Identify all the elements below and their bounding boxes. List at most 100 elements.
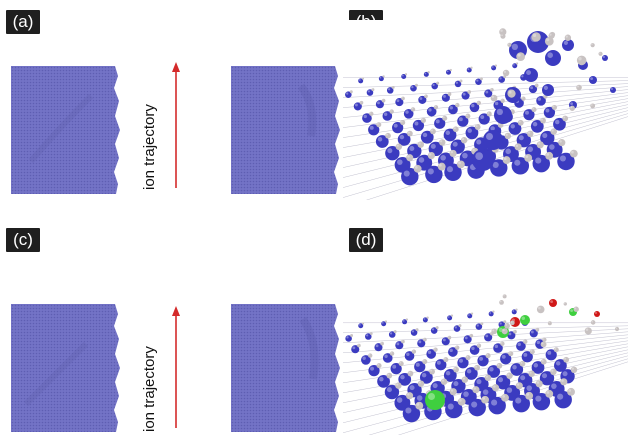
- hydrogen-atom: [361, 77, 365, 80]
- atom-highlight: [362, 322, 363, 324]
- atom-highlight: [379, 76, 382, 79]
- atom-highlight: [537, 97, 542, 101]
- hydrogen-atom: [503, 320, 507, 324]
- carbon-atom: [553, 117, 566, 131]
- hydrogen-atom: [590, 43, 595, 48]
- atom-highlight: [411, 85, 414, 89]
- carbon-atom: [539, 371, 555, 386]
- atom-highlight: [490, 88, 492, 90]
- atom-highlight: [471, 312, 473, 314]
- hydrogen-atom: [504, 132, 512, 140]
- atom-highlight: [405, 110, 409, 114]
- atom-highlight: [489, 367, 494, 372]
- atom-highlight: [491, 66, 494, 68]
- atom-highlight: [358, 79, 361, 81]
- atom-highlight: [476, 324, 479, 327]
- atom-highlight: [421, 372, 427, 378]
- carbon-atom: [488, 311, 494, 317]
- hydrogen-atom: [357, 343, 361, 348]
- carbon-atom: [382, 111, 393, 121]
- hydrogen-atom: [534, 83, 539, 88]
- atom-highlight: [452, 141, 458, 147]
- carbon-atom: [392, 122, 404, 134]
- atom-highlight: [545, 108, 550, 113]
- atom-highlight: [501, 99, 503, 101]
- panel-label-a: (a): [6, 10, 40, 34]
- atom-highlight: [563, 40, 568, 45]
- atom-highlight: [602, 55, 605, 58]
- hydrogen-atom: [551, 104, 557, 110]
- atom-highlight: [375, 344, 379, 348]
- atom-highlight: [432, 383, 438, 389]
- carbon-atom: [362, 113, 372, 123]
- atom-highlight: [536, 340, 541, 345]
- hydrogen-atom: [407, 370, 414, 377]
- atom-highlight: [448, 92, 450, 95]
- hydrogen-atom: [426, 316, 429, 319]
- atom-highlight: [369, 112, 372, 114]
- atom-highlight: [443, 94, 446, 98]
- atom-highlight: [458, 117, 463, 122]
- hydrogen-atom: [400, 120, 406, 126]
- carbon-atom: [467, 313, 473, 319]
- atom-highlight: [543, 85, 548, 90]
- carbon-atom: [529, 329, 538, 338]
- hydrogen-atom: [501, 328, 508, 335]
- atom-highlight: [428, 393, 435, 400]
- hydrogen-atom: [427, 70, 430, 74]
- carbon-atom: [448, 347, 458, 357]
- atom-highlight: [427, 71, 429, 73]
- atom-highlight: [476, 79, 479, 82]
- carbon-atom: [410, 329, 418, 336]
- atom-highlight: [409, 385, 415, 391]
- atom-highlight: [421, 118, 424, 121]
- hydrogen-atom: [545, 151, 554, 160]
- atom-highlight: [462, 377, 465, 380]
- carbon-atom: [358, 323, 364, 329]
- atom-highlight: [459, 358, 463, 363]
- hydrogen-atom: [570, 366, 578, 374]
- hydrogen-atom: [376, 363, 382, 369]
- atom-highlight: [533, 363, 539, 368]
- atom-highlight: [458, 398, 462, 402]
- panel-label-d: (d): [349, 228, 383, 252]
- atom-highlight: [548, 321, 550, 324]
- atom-highlight: [541, 342, 544, 345]
- atom-highlight: [412, 350, 414, 352]
- atom-highlight: [406, 318, 407, 320]
- atom-highlight: [431, 328, 435, 331]
- atom-highlight: [516, 62, 518, 64]
- hydrogen-atom: [508, 351, 514, 357]
- atom-highlight: [571, 150, 574, 154]
- atom-highlight: [551, 369, 554, 372]
- atom-highlight: [541, 359, 544, 362]
- atom-highlight: [427, 350, 432, 354]
- atom-highlight: [526, 70, 531, 75]
- atom-highlight: [377, 137, 383, 142]
- hydrogen-atom: [395, 143, 403, 150]
- atom-highlight: [389, 332, 393, 335]
- atom-highlight: [467, 128, 472, 133]
- atom-highlight: [423, 318, 426, 320]
- hydrogen-atom: [442, 115, 448, 121]
- atom-highlight: [455, 81, 459, 84]
- atom-highlight: [542, 338, 545, 340]
- carbon-atom: [465, 126, 479, 140]
- atom-highlight: [520, 361, 523, 364]
- carbon-atom: [358, 78, 364, 84]
- carbon-atom: [511, 309, 517, 315]
- atom-highlight: [508, 332, 512, 336]
- atom-highlight: [615, 327, 618, 329]
- atom-highlight: [482, 389, 489, 395]
- atom-highlight: [424, 72, 427, 75]
- carbon-atom: [386, 87, 394, 94]
- atom-highlight: [392, 364, 397, 369]
- carbon-atom: [457, 115, 469, 127]
- atom-highlight: [485, 375, 488, 378]
- hydrogen-atom: [590, 320, 596, 325]
- carbon-atom: [532, 392, 551, 411]
- atom-highlight: [559, 155, 566, 162]
- carbon-atom: [345, 335, 352, 342]
- hydrogen-atom: [398, 361, 404, 367]
- atom-highlight: [370, 366, 375, 371]
